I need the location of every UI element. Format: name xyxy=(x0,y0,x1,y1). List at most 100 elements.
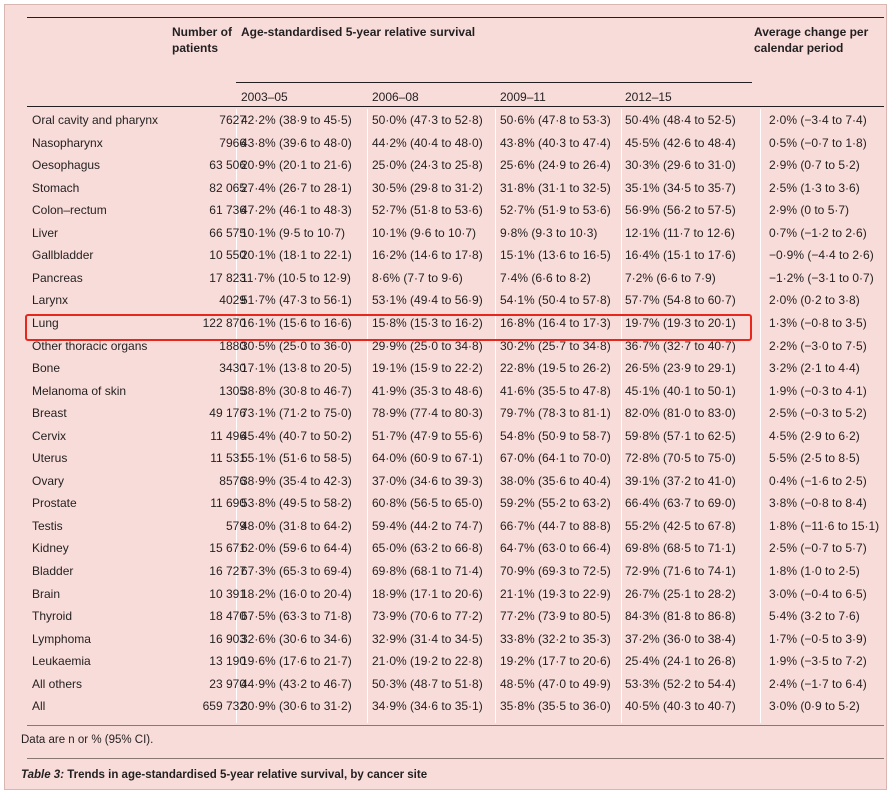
survival-2012-15-cell: 35·1% (34·5 to 35·7) xyxy=(625,180,736,195)
cancer-site-cell: Liver xyxy=(32,225,59,240)
survival-2003-05-cell: 30·5% (25·0 to 36·0) xyxy=(241,338,352,353)
average-change-cell: 2·9% (0·7 to 5·2) xyxy=(769,158,860,173)
cancer-site-cell: Thyroid xyxy=(32,609,73,624)
survival-2012-15-cell: 37·2% (36·0 to 38·4) xyxy=(625,631,736,646)
survival-2012-15-cell: 82·0% (81·0 to 83·0) xyxy=(625,406,736,421)
survival-2006-08-cell: 32·9% (31·4 to 34·5) xyxy=(372,631,483,646)
table-row: Bladder 16 727 67·3% (65·3 to 69·4) 69·8% (… xyxy=(27,560,884,583)
table-row: Thyroid 18 470 67·5% (63·3 to 71·8) 73·9% (… xyxy=(27,605,884,628)
survival-2009-11-cell: 48·5% (47·0 to 49·9) xyxy=(500,676,611,691)
survival-2012-15-cell: 56·9% (56·2 to 57·5) xyxy=(625,203,736,218)
cancer-site-cell: Oral cavity and pharynx xyxy=(32,113,159,127)
average-change-cell: 0·5% (−0·7 to 1·8) xyxy=(769,135,867,150)
survival-2012-15-cell: 19·7% (19·3 to 20·1) xyxy=(625,315,736,330)
average-change-cell: 0·7% (−1·2 to 2·6) xyxy=(769,225,867,240)
survival-2009-11-cell: 67·0% (64·1 to 70·0) xyxy=(500,451,611,466)
survival-2012-15-cell: 55·2% (42·5 to 67·8) xyxy=(625,518,736,533)
survival-2009-11-cell: 54·8% (50·9 to 58·7) xyxy=(500,428,611,443)
table-caption: Table 3: Trends in age-standardised 5-ye… xyxy=(21,769,427,781)
average-change-cell: 2·4% (−1·7 to 6·4) xyxy=(769,676,867,691)
table-row: Kidney 15 671 62·0% (59·6 to 64·4) 65·0% (6… xyxy=(27,537,884,560)
header-bottom-rule xyxy=(27,106,884,107)
survival-2006-08-cell: 69·8% (68·1 to 71·4) xyxy=(372,564,483,578)
patient-count-cell: 13 190 xyxy=(209,654,246,669)
column-divider xyxy=(495,109,496,723)
period-header: 2006–08 xyxy=(372,90,419,104)
column-divider xyxy=(236,109,237,723)
lung-row-highlight xyxy=(25,314,752,341)
average-change-cell: 1·9% (−3·5 to 7·2) xyxy=(769,654,867,669)
cancer-site-cell: Ovary xyxy=(32,473,65,488)
survival-2003-05-cell: 42·2% (38·9 to 45·5) xyxy=(241,113,352,127)
survival-2009-11-cell: 25·6% (24·9 to 26·4) xyxy=(500,158,611,173)
table-row: Colon–rectum 61 736 47·2% (46·1 to 48·3) 52… xyxy=(27,199,884,222)
patient-count-cell: 16 727 xyxy=(209,564,246,578)
average-change-cell: 2·0% (0·2 to 3·8) xyxy=(769,293,860,308)
column-divider xyxy=(760,109,761,723)
table-row: Uterus 11 531 55·1% (51·6 to 58·5) 64·0% (6… xyxy=(27,447,884,470)
average-change-cell: 1·7% (−0·5 to 3·9) xyxy=(769,631,867,646)
survival-2006-08-cell: 21·0% (19·2 to 22·8) xyxy=(372,654,483,669)
table-row: Oral cavity and pharynx 7627 42·2% (38·9 t… xyxy=(27,109,884,132)
survival-2009-11-cell: 7·4% (6·6 to 8·2) xyxy=(500,270,591,285)
period-header: 2003–05 xyxy=(241,90,288,104)
header-number-of-patients: Number of patients xyxy=(172,25,232,55)
table-row: Other thoracic organs 1880 30·5% (25·0 to … xyxy=(27,335,884,358)
survival-2009-11-cell: 70·9% (69·3 to 72·5) xyxy=(500,564,611,578)
cancer-site-cell: Uterus xyxy=(32,451,68,466)
cancer-site-cell: Melanoma of skin xyxy=(32,383,127,398)
cancer-site-cell: Other thoracic organs xyxy=(32,338,148,353)
table-row: All others 23 970 44·9% (43·2 to 46·7) 50·3… xyxy=(27,673,884,696)
survival-2003-05-cell: 67·5% (63·3 to 71·8) xyxy=(241,609,352,624)
cancer-site-cell: Breast xyxy=(32,406,67,421)
survival-2006-08-cell: 44·2% (40·4 to 48·0) xyxy=(372,135,483,150)
average-change-cell: 1·8% (1·0 to 2·5) xyxy=(769,564,860,578)
table-row: Cervix 11 496 45·4% (40·7 to 50·2) 51·7% (4… xyxy=(27,425,884,448)
average-change-cell: −0·9% (−4·4 to 2·6) xyxy=(769,248,874,263)
survival-2009-11-cell: 41·6% (35·5 to 47·8) xyxy=(500,383,611,398)
survival-2012-15-cell: 69·8% (68·5 to 71·1) xyxy=(625,541,736,556)
table-row: Pancreas 17 823 11·7% (10·5 to 12·9) 8·6% (… xyxy=(27,267,884,290)
period-header: 2009–11 xyxy=(500,90,546,104)
survival-2006-08-cell: 53·1% (49·4 to 56·9) xyxy=(372,293,483,308)
patient-count-cell: 659 732 xyxy=(202,699,246,714)
cancer-site-cell: Leukaemia xyxy=(32,654,91,669)
survival-2009-11-cell: 16·8% (16·4 to 17·3) xyxy=(500,315,611,330)
table-row: Gallbladder 10 550 20·1% (18·1 to 22·1) 16·… xyxy=(27,244,884,267)
survival-2003-05-cell: 43·8% (39·6 to 48·0) xyxy=(241,135,352,150)
survival-2009-11-cell: 19·2% (17·7 to 20·6) xyxy=(500,654,611,669)
header-span-rule xyxy=(236,82,752,83)
average-change-cell: 2·5% (1·3 to 3·6) xyxy=(769,180,860,195)
survival-2012-15-cell: 57·7% (54·8 to 60·7) xyxy=(625,293,736,308)
survival-2009-11-cell: 35·8% (35·5 to 36·0) xyxy=(500,699,611,714)
caption-text: Trends in age-standardised 5-year relati… xyxy=(64,769,428,781)
patient-count-cell: 82 065 xyxy=(209,180,246,195)
cancer-site-cell: Colon–rectum xyxy=(32,203,107,218)
cancer-site-cell: Bone xyxy=(32,361,61,376)
survival-2006-08-cell: 18·9% (17·1 to 20·6) xyxy=(372,586,483,601)
survival-2006-08-cell: 41·9% (35·3 to 48·6) xyxy=(372,383,483,398)
survival-2009-11-cell: 21·1% (19·3 to 22·9) xyxy=(500,586,611,601)
survival-2003-05-cell: 38·9% (35·4 to 42·3) xyxy=(241,473,352,488)
survival-2012-15-cell: 12·1% (11·7 to 12·6) xyxy=(625,225,735,240)
patient-count-cell: 23 970 xyxy=(209,676,246,691)
average-change-cell: 3·8% (−0·8 to 8·4) xyxy=(769,496,867,511)
cancer-site-cell: Oesophagus xyxy=(32,158,101,173)
survival-2003-05-cell: 62·0% (59·6 to 64·4) xyxy=(241,541,352,556)
patient-count-cell: 7627 xyxy=(219,113,246,127)
average-change-cell: 2·0% (−3·4 to 7·4) xyxy=(769,113,867,127)
survival-2012-15-cell: 59·8% (57·1 to 62·5) xyxy=(625,428,736,443)
table-row: All 659 732 30·9% (30·6 to 31·2) 34·9% (34·… xyxy=(27,695,884,718)
cancer-site-cell: Brain xyxy=(32,586,61,601)
table-row: Brain 10 391 18·2% (16·0 to 20·4) 18·9% (17… xyxy=(27,583,884,606)
patient-count-cell: 579 xyxy=(225,518,246,533)
survival-2003-05-cell: 17·1% (13·8 to 20·5) xyxy=(241,361,352,376)
survival-2006-08-cell: 59·4% (44·2 to 74·7) xyxy=(372,518,483,533)
patient-count-cell: 1880 xyxy=(219,338,246,353)
table-panel: Number of patients Age-standardised 5-ye… xyxy=(4,4,887,790)
survival-2006-08-cell: 8·6% (7·7 to 9·6) xyxy=(372,270,463,285)
survival-2009-11-cell: 64·7% (63·0 to 66·4) xyxy=(500,541,611,556)
table-bottom-rule xyxy=(27,725,884,726)
survival-2012-15-cell: 26·5% (23·9 to 29·1) xyxy=(625,361,736,376)
survival-2003-05-cell: 32·6% (30·6 to 34·6) xyxy=(241,631,352,646)
